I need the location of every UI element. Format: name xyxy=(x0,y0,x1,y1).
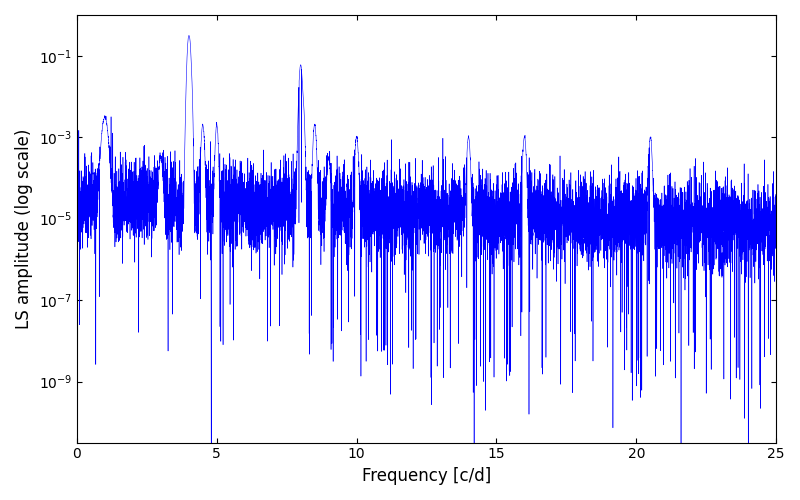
Y-axis label: LS amplitude (log scale): LS amplitude (log scale) xyxy=(15,128,33,329)
X-axis label: Frequency [c/d]: Frequency [c/d] xyxy=(362,467,491,485)
